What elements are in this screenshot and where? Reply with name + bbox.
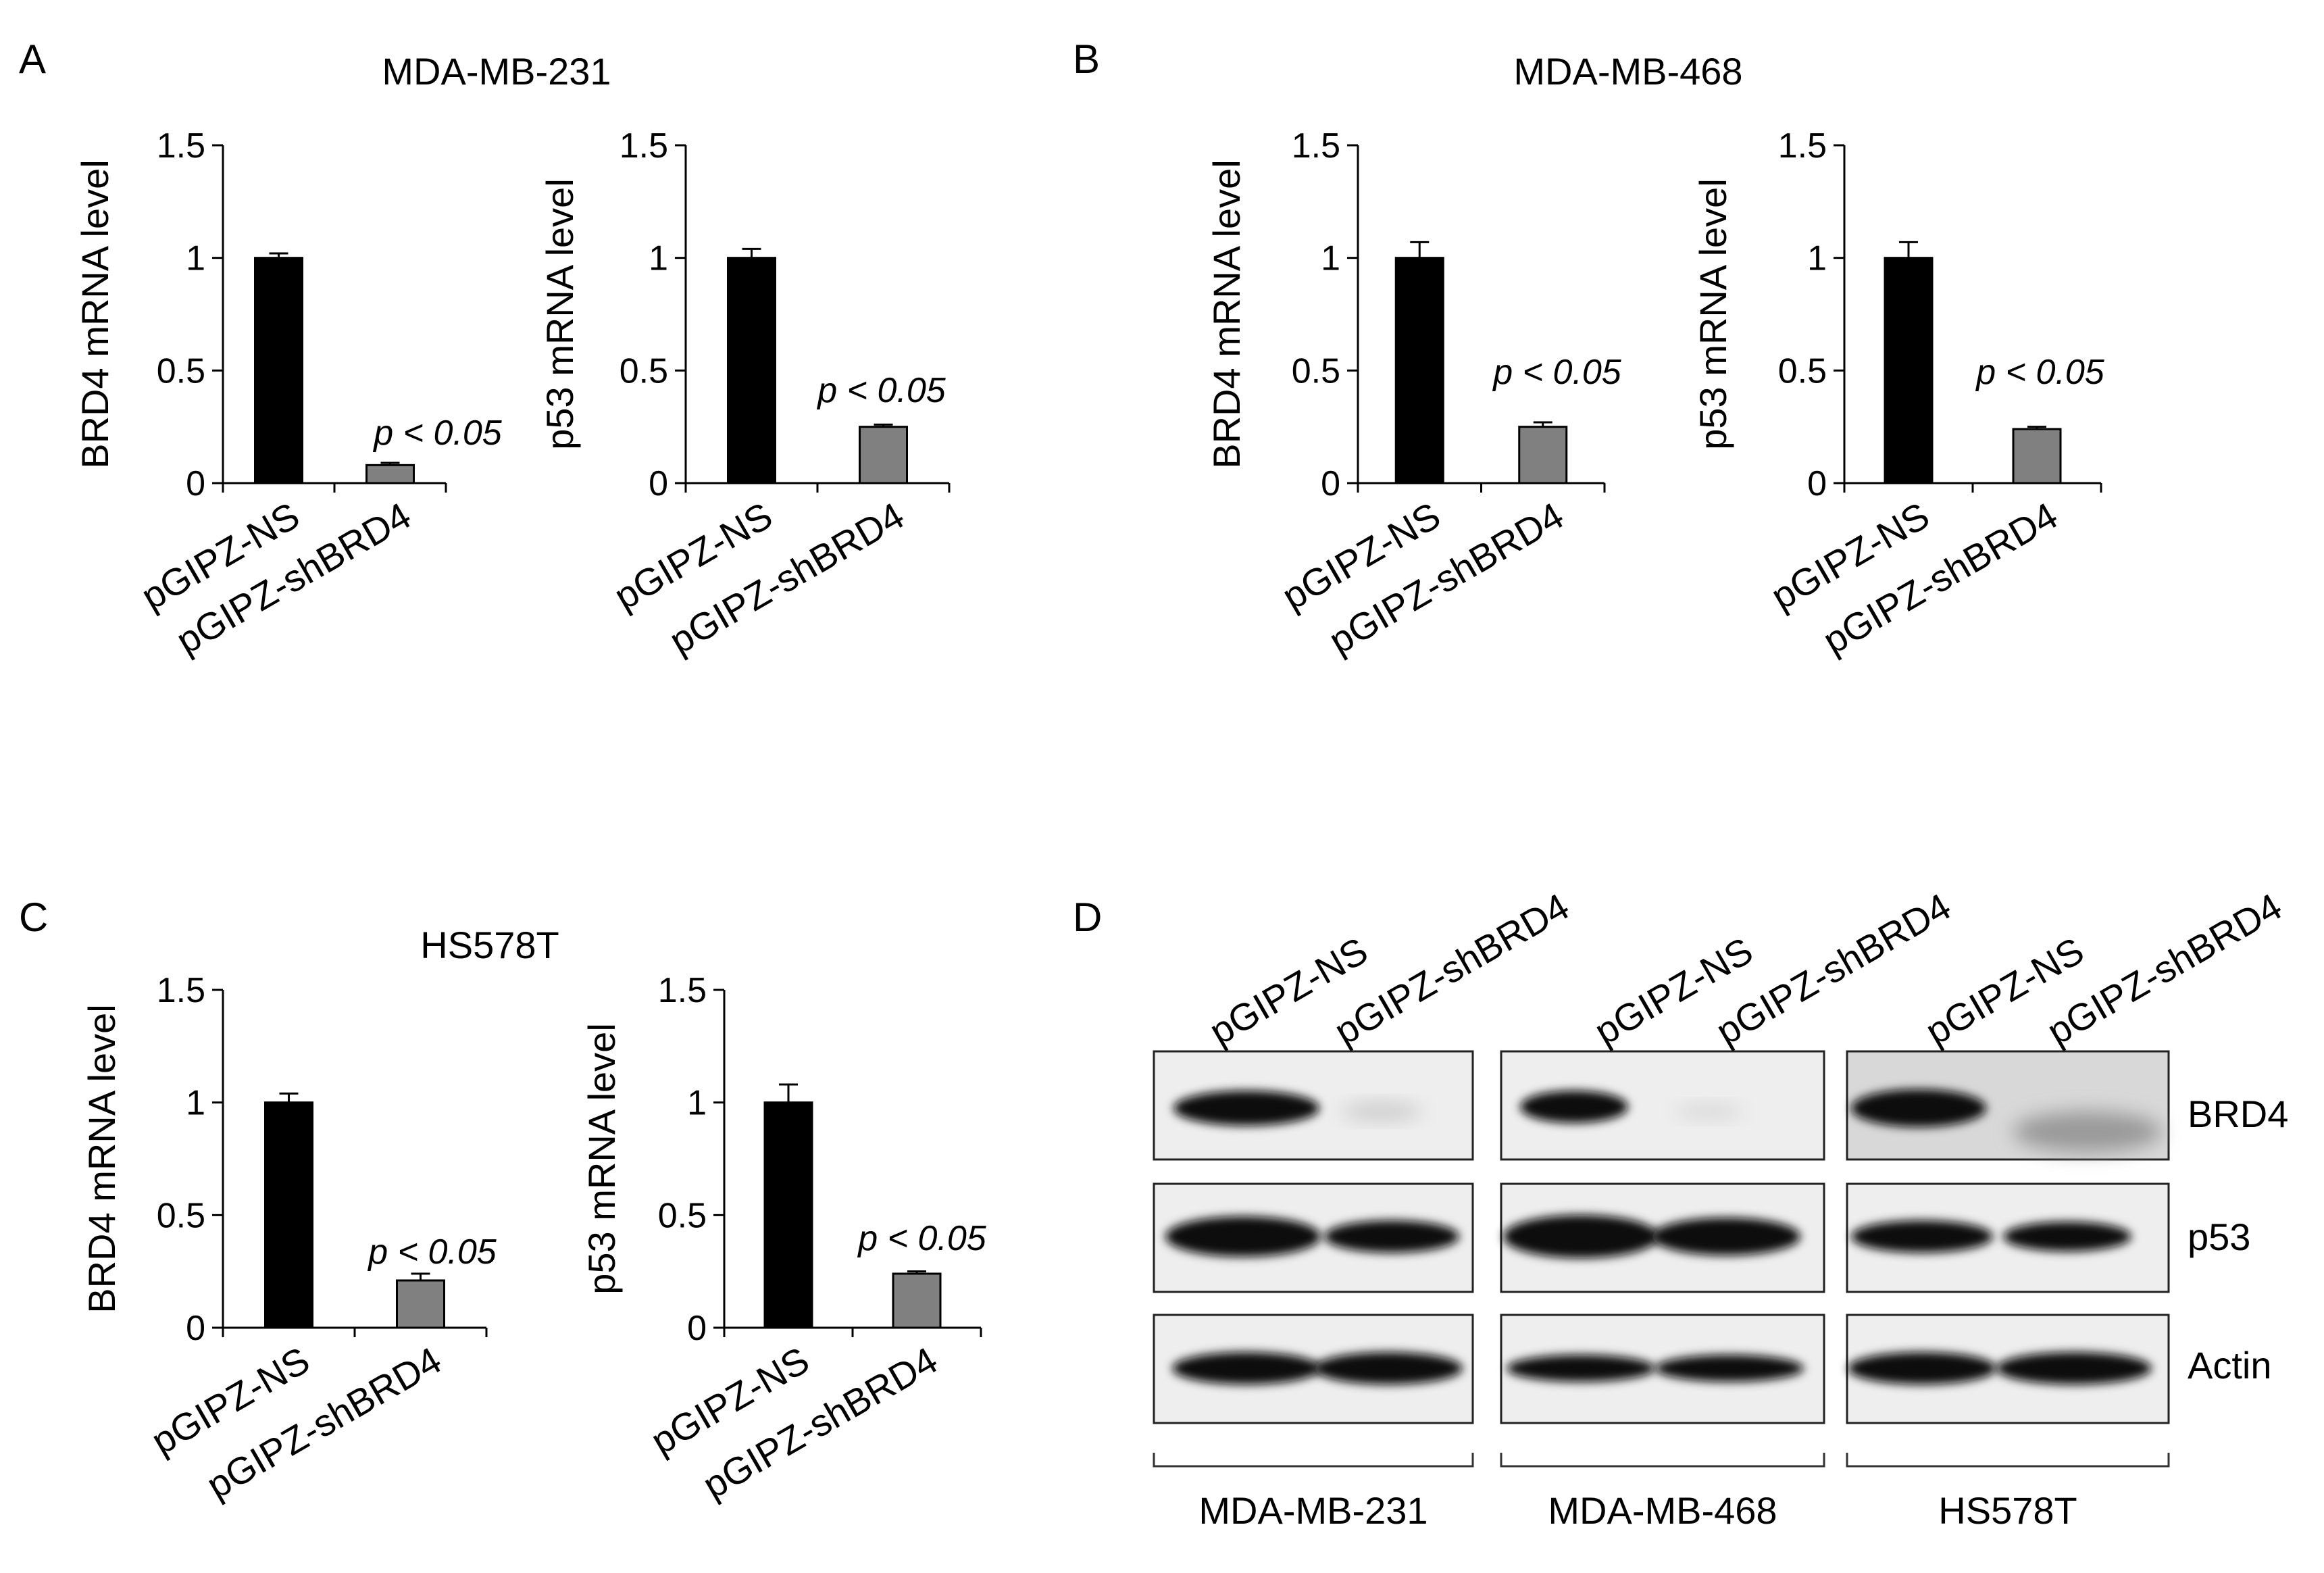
y-tick-label: 1	[1321, 239, 1340, 278]
y-axis-label: BRD4 mRNA level	[80, 1004, 123, 1313]
blot-band	[1172, 1352, 1321, 1384]
blot-row-p53: p53	[1153, 1182, 2250, 1293]
category-label: pGIPZ-shBRD4	[662, 494, 911, 662]
y-tick-label: 1	[1807, 239, 1827, 278]
blot-band	[1341, 1103, 1422, 1120]
y-tick-label: 0.5	[1292, 351, 1340, 391]
blot-band	[2003, 1222, 2131, 1251]
y-tick-label: 0.5	[620, 351, 668, 391]
panel-letter-b: B	[1073, 36, 1100, 82]
y-tick-label: 0	[186, 1309, 205, 1348]
blot-band	[1851, 1220, 1993, 1253]
y-axis-label: BRD4 mRNA level	[1205, 159, 1248, 468]
y-axis-label: p53 mRNA level	[580, 1023, 623, 1295]
blot-band	[1314, 1352, 1463, 1384]
blot-band	[1165, 1216, 1321, 1257]
blot-band	[1848, 1352, 1996, 1384]
y-tick-label: 0	[687, 1309, 707, 1348]
p-value-annotation: p < 0.05	[367, 1232, 497, 1272]
panel-letter-d: D	[1073, 895, 1102, 940]
y-axis-label: p53 mRNA level	[538, 178, 581, 450]
bar	[264, 1101, 313, 1329]
y-tick-label: 0.5	[157, 1196, 205, 1235]
bar	[2012, 428, 2062, 484]
bar	[727, 257, 776, 484]
blot-band	[1851, 1089, 1986, 1127]
blot-band	[1520, 1091, 1628, 1123]
y-tick-label: 0.5	[658, 1196, 707, 1235]
y-axis-label: BRD4 mRNA level	[74, 159, 116, 468]
y-tick-label: 0	[649, 464, 668, 503]
y-tick-label: 1	[649, 239, 668, 278]
blot-cell-line-1: MDA-MB-231	[1198, 1489, 1428, 1532]
y-tick-label: 0.5	[157, 351, 205, 391]
y-tick-label: 1	[186, 1084, 205, 1123]
p-value-annotation: p < 0.05	[1492, 353, 1621, 392]
blot-band	[1173, 1091, 1319, 1126]
blot-band	[1652, 1218, 1800, 1255]
y-tick-label: 1.5	[1778, 126, 1827, 166]
blot-band	[1996, 1352, 2152, 1384]
y-tick-label: 1	[186, 239, 205, 278]
y-tick-label: 0	[1321, 464, 1340, 503]
blot-band	[1675, 1105, 1743, 1118]
y-axis-label: p53 mRNA level	[1692, 178, 1734, 450]
bar	[1518, 426, 1568, 484]
y-tick-label: 1.5	[658, 971, 707, 1010]
category-label: pGIPZ-shBRD4	[199, 1339, 448, 1507]
blot-row-label-p53: p53	[2188, 1216, 2250, 1258]
bar	[1884, 257, 1934, 484]
blot-band	[2013, 1112, 2162, 1152]
y-tick-label: 1.5	[157, 126, 205, 166]
y-tick-label: 0	[1807, 464, 1827, 503]
blot-band	[1507, 1355, 1655, 1382]
p-value-annotation: p < 0.05	[1975, 353, 2104, 392]
blot-bracket	[1153, 1453, 1474, 1468]
p-value-annotation: p < 0.05	[857, 1219, 986, 1258]
bar	[254, 257, 303, 484]
blot-row-label-actin: Actin	[2188, 1344, 2272, 1387]
y-tick-label: 1.5	[1292, 126, 1340, 166]
panel-title-b: MDA-MB-468	[1513, 50, 1742, 93]
p-value-annotation: p < 0.05	[816, 371, 946, 410]
bar	[396, 1279, 445, 1329]
panel-title-c: HS578T	[420, 924, 559, 966]
bar	[763, 1101, 813, 1329]
bar	[892, 1272, 942, 1329]
western-blot: pGIPZ-NS pGIPZ-shBRD4 pGIPZ-NS pGIPZ-shB…	[1153, 884, 2289, 1532]
blot-band	[1324, 1220, 1459, 1253]
blot-row-brd4: BRD4	[1153, 1050, 2288, 1161]
y-tick-label: 0	[186, 464, 205, 503]
blot-row-actin: Actin	[1153, 1314, 2272, 1424]
p-value-annotation: p < 0.05	[372, 414, 502, 453]
blot-bracket	[1500, 1453, 1825, 1468]
panel-letter-c: C	[19, 895, 48, 940]
blot-cell-line-3: HS578T	[1938, 1489, 2077, 1532]
panel-letter-a: A	[19, 36, 46, 82]
bar	[1394, 257, 1444, 484]
y-tick-label: 1.5	[620, 126, 668, 166]
y-tick-label: 1.5	[157, 971, 205, 1010]
blot-band	[1503, 1215, 1659, 1258]
y-tick-label: 0.5	[1778, 351, 1827, 391]
bar	[859, 426, 908, 484]
y-tick-label: 1	[687, 1084, 707, 1123]
blot-row-label-brd4: BRD4	[2188, 1093, 2288, 1135]
bar	[365, 464, 415, 484]
blot-cell-line-2: MDA-MB-468	[1548, 1489, 1777, 1532]
blot-bracket	[1846, 1453, 2170, 1468]
blot-band	[1655, 1355, 1804, 1382]
panel-title-a: MDA-MB-231	[382, 50, 611, 93]
